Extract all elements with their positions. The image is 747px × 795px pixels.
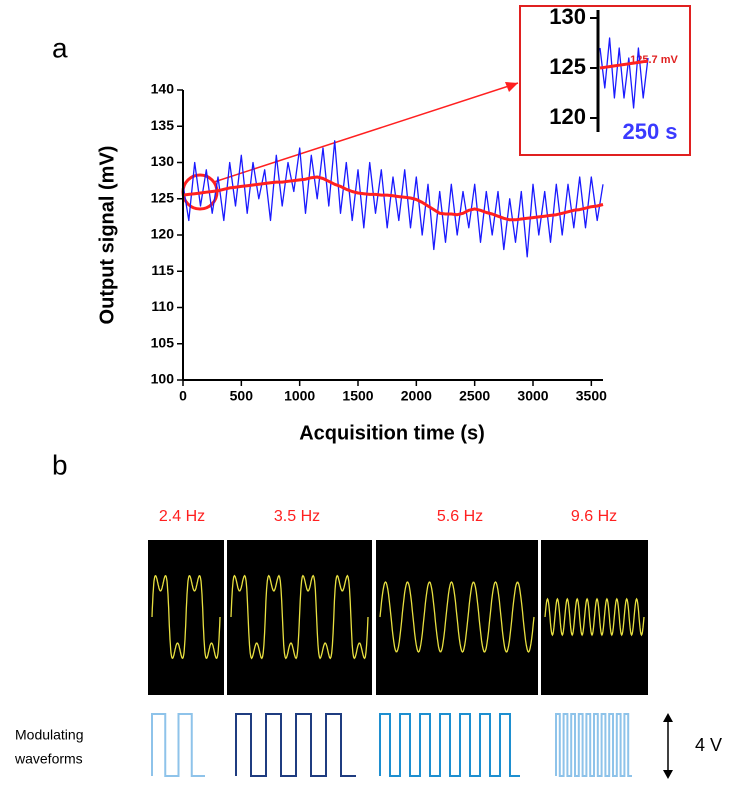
waveform-label: waveforms xyxy=(14,751,83,767)
x-tick-label: 1500 xyxy=(342,388,373,404)
y-tick-label: 115 xyxy=(151,262,174,278)
y-tick-label: 125 xyxy=(151,189,175,205)
scale-label: 4 V xyxy=(695,735,722,755)
y-tick-label: 125 xyxy=(549,54,586,79)
series-line xyxy=(599,59,649,70)
panel-label: b xyxy=(52,449,68,480)
y-tick-label: 135 xyxy=(151,117,175,133)
series-line xyxy=(599,37,649,109)
modulating-waveform xyxy=(151,713,205,777)
y-tick-label: 140 xyxy=(151,81,175,97)
x-tick-label: 500 xyxy=(230,388,254,404)
y-tick-label: 100 xyxy=(151,371,175,387)
y-tick-label: 130 xyxy=(151,153,175,169)
modulating-waveform xyxy=(379,713,520,777)
scope-trace xyxy=(544,597,645,637)
frequency-label: 2.4 Hz xyxy=(159,508,205,525)
x-tick-label: 0 xyxy=(179,388,187,404)
y-axis-title: Output signal (mV) xyxy=(96,146,118,325)
inset-annotation: 250 s xyxy=(622,119,677,144)
x-tick-label: 2000 xyxy=(401,388,432,404)
arrow-head xyxy=(505,82,518,92)
x-tick-label: 3500 xyxy=(576,388,607,404)
scope-trace xyxy=(379,581,535,653)
x-tick-label: 2500 xyxy=(459,388,490,404)
y-tick-label: 120 xyxy=(151,226,175,242)
y-tick-label: 120 xyxy=(549,104,586,129)
frequency-label: 5.6 Hz xyxy=(437,508,483,525)
waveform-label: Modulating xyxy=(15,727,84,743)
x-tick-label: 1000 xyxy=(284,388,315,404)
y-tick-label: 105 xyxy=(151,334,175,350)
modulating-waveform xyxy=(555,713,632,777)
frequency-label: 3.5 Hz xyxy=(274,508,320,525)
frequency-label: 9.6 Hz xyxy=(571,508,617,525)
panel-label: a xyxy=(52,32,68,63)
y-tick-label: 110 xyxy=(151,298,174,314)
y-tick-label: 130 xyxy=(549,4,586,29)
modulating-waveform xyxy=(235,713,356,777)
scope-trace xyxy=(230,574,369,660)
x-axis-title: Acquisition time (s) xyxy=(299,422,485,444)
zoom-arrow xyxy=(213,82,519,183)
scope-trace xyxy=(151,574,221,660)
series-line xyxy=(182,140,604,258)
x-tick-label: 3000 xyxy=(517,388,548,404)
series-line xyxy=(182,175,604,222)
